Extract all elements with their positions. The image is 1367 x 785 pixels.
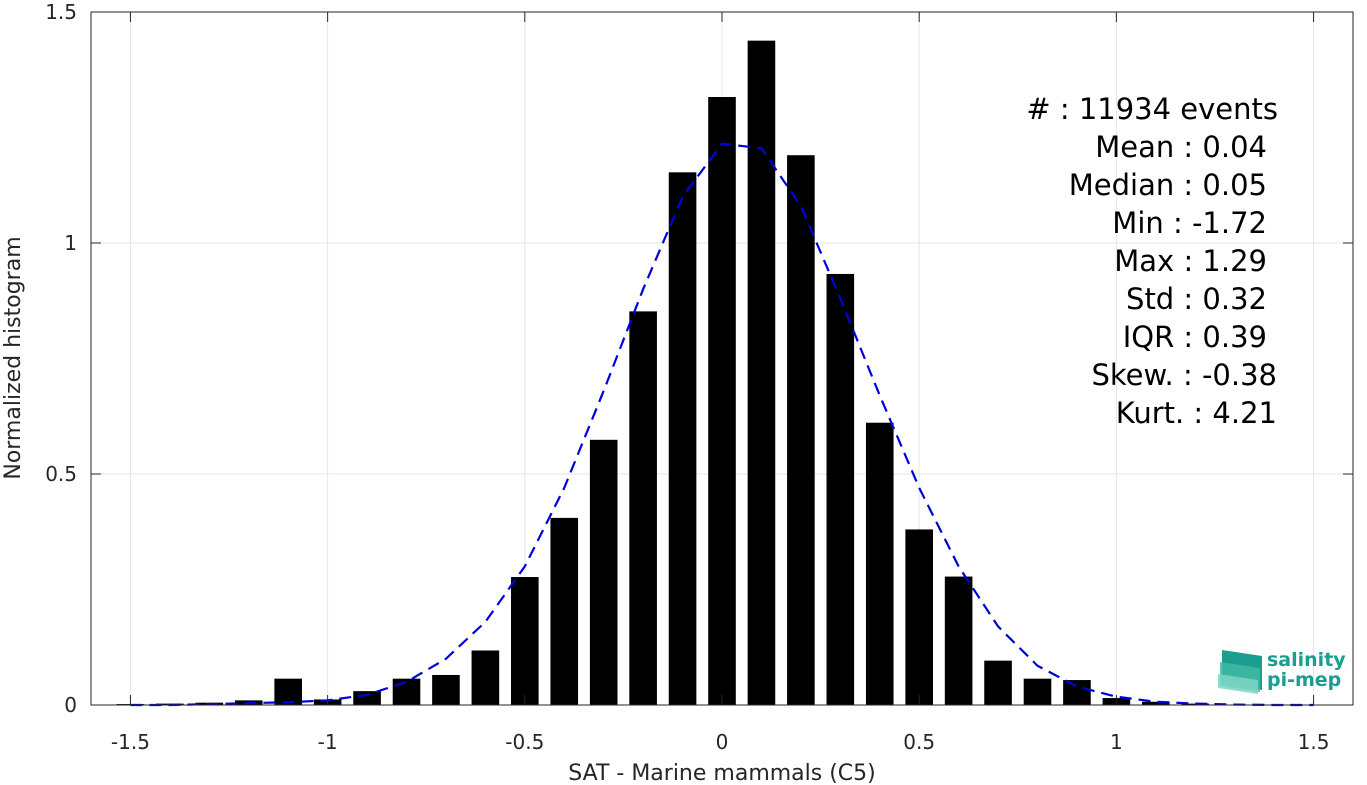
- x-tick-label: -1: [318, 730, 338, 754]
- x-tick-label: 0: [716, 730, 729, 754]
- histogram-bar: [1142, 701, 1170, 705]
- logo-line2: pi-mep: [1267, 669, 1341, 691]
- x-tick-label: -1.5: [111, 730, 150, 754]
- x-tick-label: 1.5: [1298, 730, 1330, 754]
- histogram-bar: [984, 660, 1012, 705]
- stat-line: IQR : 0.39: [1123, 320, 1267, 354]
- histogram-bar: [1181, 703, 1210, 705]
- y-tick-label: 1.5: [45, 0, 77, 24]
- logo-icon: [1218, 650, 1262, 694]
- stat-line: # : 11934 events: [1026, 92, 1278, 126]
- histogram-bar: [353, 691, 381, 705]
- stat-line: Mean : 0.04: [1095, 130, 1267, 164]
- histogram-bar: [944, 576, 973, 705]
- y-tick-label: 0.5: [45, 462, 77, 486]
- histogram-bar: [905, 529, 933, 705]
- x-tick-label: 0.5: [903, 730, 935, 754]
- stat-line: Min : -1.72: [1112, 206, 1267, 240]
- stat-line: Kurt. : 4.21: [1116, 396, 1277, 430]
- histogram-bar: [629, 311, 657, 705]
- histogram-bar: [511, 577, 539, 705]
- histogram-bar: [865, 422, 894, 705]
- histogram-bar: [432, 674, 460, 705]
- histogram-bar: [787, 155, 815, 706]
- histogram-bar: [826, 273, 855, 705]
- stat-line: Max : 1.29: [1114, 244, 1267, 278]
- y-tick-label: 1: [64, 231, 77, 255]
- stat-line: Skew. : -0.38: [1091, 358, 1277, 392]
- y-axis-label: Normalized histogram: [1, 236, 26, 479]
- x-tick-label: -0.5: [505, 730, 544, 754]
- histogram-bar: [471, 650, 500, 705]
- histogram-bar: [708, 97, 736, 706]
- x-axis-label: SAT - Marine mammals (C5): [568, 761, 876, 785]
- x-tick-label: 1: [1110, 730, 1123, 754]
- histogram-bar: [668, 172, 697, 706]
- stat-line: Std : 0.32: [1126, 282, 1267, 316]
- stats-box: # : 11934 events Mean : 0.04 Median : 0.05…: [1026, 92, 1278, 430]
- histogram-bar: [589, 439, 618, 705]
- histogram-bar: [274, 678, 302, 705]
- histogram-bar: [550, 517, 579, 705]
- histogram-bar: [1023, 678, 1052, 705]
- logo-line1: salinity: [1267, 649, 1346, 671]
- histogram-bar: [392, 678, 421, 705]
- salinity-pi-mep-logo: salinity pi-mep: [1218, 649, 1346, 694]
- axis-ticks: -1.5 -1 -0.5 0 0.5 1 1.5 0 0.5 1 1.5: [45, 0, 1353, 754]
- y-tick-label: 0: [64, 693, 77, 717]
- stat-line: Median : 0.05: [1069, 168, 1267, 202]
- histogram-bar: [747, 40, 776, 706]
- histogram-bar: [1063, 680, 1091, 705]
